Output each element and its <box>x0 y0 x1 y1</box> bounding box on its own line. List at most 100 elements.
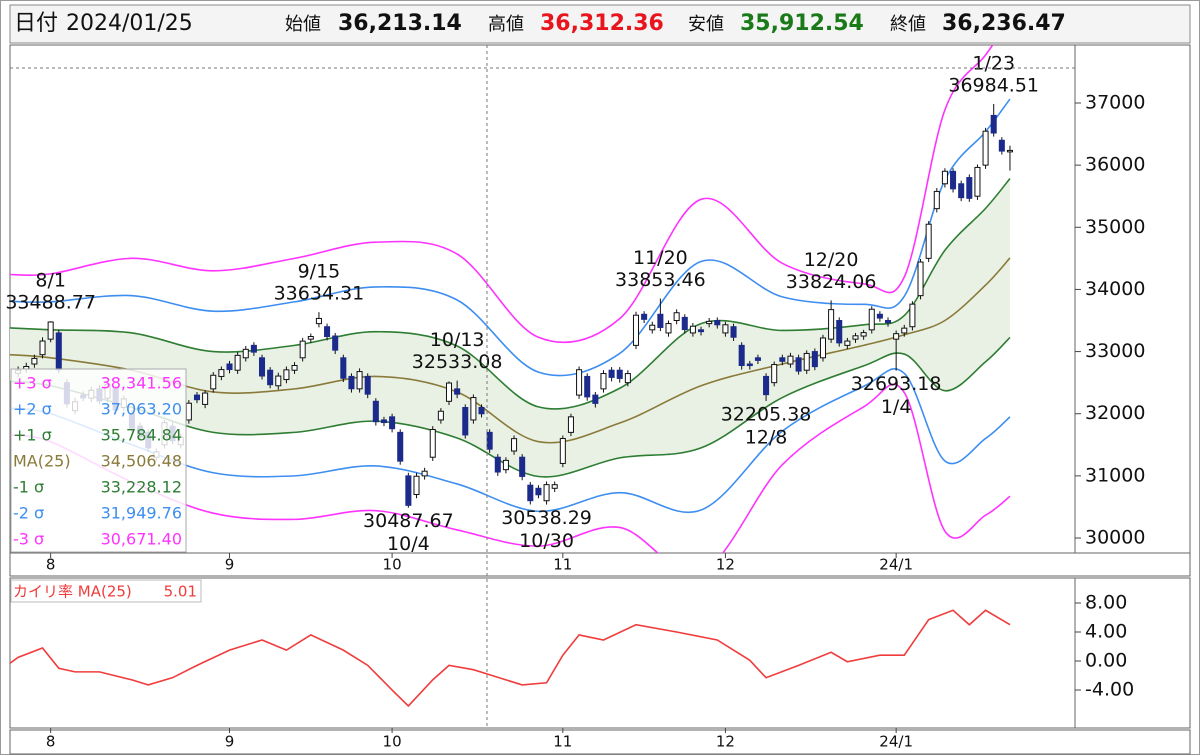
candle-body <box>511 438 518 452</box>
candle-body <box>958 183 965 199</box>
candle-body <box>803 352 810 371</box>
sub-legend-name: カイリ率 MA(25) <box>13 583 132 601</box>
sub-plot <box>10 609 1011 708</box>
y-tick-label: 37000 <box>1085 91 1145 113</box>
deviation-line <box>10 609 1011 708</box>
candle-body <box>445 382 453 402</box>
candle-body <box>1006 149 1013 153</box>
candle-body <box>584 375 591 398</box>
candle-body <box>714 320 721 326</box>
legend-name: +2 σ <box>13 400 52 419</box>
candle-body <box>771 364 778 384</box>
y-tick-label: 0.00 <box>1085 650 1127 672</box>
candle-body <box>364 375 371 395</box>
candle-body <box>332 335 339 351</box>
candle-body <box>941 170 948 185</box>
candle-body <box>283 369 290 381</box>
legend-name: +1 σ <box>13 426 52 445</box>
candle-body <box>226 363 233 371</box>
candle-body <box>478 407 485 415</box>
annotation-value: 33853.46 <box>615 269 706 291</box>
annotation-date: 11/20 <box>633 247 688 269</box>
candle-body <box>763 375 770 396</box>
candle-body <box>730 326 737 338</box>
annotation-value: 33634.31 <box>274 283 365 305</box>
sub-axis-panel <box>1074 577 1191 729</box>
annotation-date: 1/23 <box>972 52 1015 74</box>
field-value: 36,236.47 <box>942 11 1066 36</box>
candle-body <box>543 484 550 502</box>
legend-value: 33,228.12 <box>101 478 182 497</box>
candle-body <box>860 332 867 337</box>
candle-body <box>202 392 209 405</box>
candle-body <box>348 375 355 390</box>
y-tick-label: 31000 <box>1085 464 1145 486</box>
candle-body <box>876 313 883 319</box>
candle-body <box>787 355 794 365</box>
candle-body <box>527 484 534 502</box>
candle-body <box>299 340 306 359</box>
candle-body <box>819 337 826 359</box>
annotation-value: 33824.06 <box>786 271 877 293</box>
annotation-date: 10/13 <box>430 329 485 351</box>
price-axis-panel <box>1074 44 1191 554</box>
candle-body <box>470 397 477 421</box>
candle-body <box>641 313 648 320</box>
sub-panel <box>9 577 1076 729</box>
legend-name: -3 σ <box>13 530 44 549</box>
candle-body <box>925 223 932 259</box>
legend-value: 30,671.40 <box>101 530 182 549</box>
candle-body <box>592 394 599 404</box>
candle-body <box>55 332 62 371</box>
candle-body <box>795 357 802 372</box>
x-tick-label: 11 <box>553 733 572 751</box>
candle-body <box>551 484 558 489</box>
candle-body <box>884 320 892 324</box>
candle-body <box>380 419 387 424</box>
candle-body <box>738 344 745 366</box>
candle-body <box>681 316 688 331</box>
candle-body <box>250 344 257 353</box>
candle-body <box>649 324 656 331</box>
candle-body <box>567 416 574 433</box>
candle-body <box>657 313 664 328</box>
legend-value: 31,949.76 <box>101 504 182 523</box>
sub-legend-box <box>10 579 202 603</box>
x-tick-label: 12 <box>716 733 735 751</box>
x-tick-label: 10 <box>383 733 402 751</box>
y-tick-label: 30000 <box>1085 527 1145 549</box>
candle-body <box>486 431 493 450</box>
y-tick-label: 8.00 <box>1085 592 1127 614</box>
field-value: 36,213.14 <box>338 11 462 36</box>
candle-body <box>998 139 1005 152</box>
field-label: 終値 <box>890 14 926 35</box>
annotation-date: 9/15 <box>298 261 341 283</box>
candle-body <box>706 320 713 325</box>
annotation-date: 10/30 <box>519 530 574 552</box>
candle-body <box>616 369 623 379</box>
candle-body <box>779 357 786 362</box>
x-tick-label: 8 <box>46 556 56 574</box>
x-tick-label: 24/1 <box>879 556 913 574</box>
y-tick-label: -4.00 <box>1085 679 1134 701</box>
candle-body <box>31 357 38 365</box>
field-label: 高値 <box>488 14 524 35</box>
candle-body <box>811 351 818 368</box>
candle-body <box>990 114 997 134</box>
candle-body <box>722 324 729 334</box>
date: 2024/01/25 <box>66 11 193 36</box>
candle-body <box>624 373 631 384</box>
annotation-date: 10/4 <box>387 533 430 555</box>
annotation-value: 33488.77 <box>5 292 96 314</box>
candle-body <box>844 340 851 346</box>
candle-body <box>673 312 680 322</box>
candle-body <box>632 314 640 346</box>
annotation-date: 8/1 <box>35 270 66 292</box>
y-tick-label: 4.00 <box>1085 621 1127 643</box>
header-bar <box>9 4 1191 44</box>
legend-name: MA(25) <box>13 452 71 471</box>
annotation-value: 36984.51 <box>948 74 1039 96</box>
candle-body <box>950 170 957 190</box>
x-tick-label: 9 <box>225 556 235 574</box>
